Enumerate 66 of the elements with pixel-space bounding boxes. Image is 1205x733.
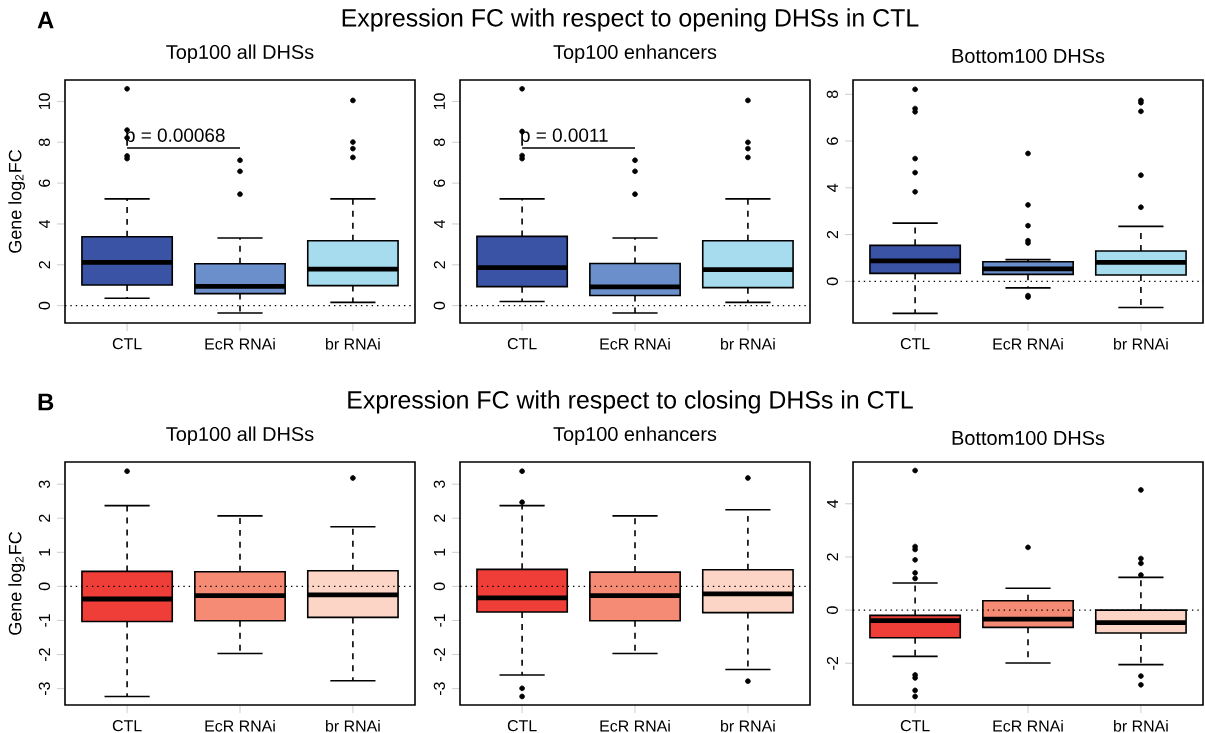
y-tick-label: 0 <box>38 301 50 310</box>
y-tick-label: 4 <box>827 183 838 192</box>
y-tick-label: 0 <box>433 301 445 310</box>
text: A <box>37 11 54 29</box>
x-tick-label: br RNAi <box>1114 337 1168 350</box>
y-tick-label: 10 <box>433 93 445 110</box>
x-tick-label: EcR RNAi <box>993 337 1063 350</box>
y-tick-label: 3 <box>433 480 445 488</box>
chart-title: Top100 enhancers <box>553 426 717 445</box>
y-tick-label: -1 <box>434 614 445 627</box>
y-tick-label: 8 <box>826 90 838 99</box>
x-tick-label: EcR RNAi <box>205 720 275 732</box>
y-tick-label: 2 <box>38 261 50 269</box>
x-tick-label: CTL <box>112 338 142 350</box>
y-tick-label: 6 <box>826 137 838 145</box>
text: Expression FC with respect to opening DHSs in CTL <box>342 8 919 32</box>
y-tick-label: 2 <box>38 514 50 522</box>
y-tick-label: 0 <box>38 582 50 591</box>
y-tick-label: -2 <box>826 656 838 670</box>
y-tick-label: 4 <box>39 219 50 229</box>
annotation: p = 0.0011 <box>521 128 608 146</box>
y-tick-label: 10 <box>38 93 50 110</box>
chart-title: Top100 all DHSs <box>166 44 314 63</box>
y-tick-label: 8 <box>433 138 445 147</box>
x-tick-label: CTL <box>900 720 930 732</box>
y-tick-label: 2 <box>433 261 445 269</box>
x-tick-label: br RNAi <box>326 338 380 350</box>
y-axis-title: Gene log$_{2}$FC <box>8 150 26 253</box>
y-tick-label: 4 <box>434 219 445 229</box>
y-tick-label: 0 <box>826 277 838 286</box>
chart-title: Top100 all DHSs <box>166 426 314 445</box>
x-tick-label: CTL <box>112 720 142 732</box>
x-tick-label: EcR RNAi <box>205 338 275 350</box>
y-tick-label: -2 <box>38 648 50 661</box>
x-tick-label: CTL <box>900 338 930 350</box>
x-tick-label: br RNAi <box>326 720 380 732</box>
x-tick-label: CTL <box>507 338 537 350</box>
chart-title: Top100 enhancers <box>553 44 717 63</box>
x-tick-label: br RNAi <box>721 338 775 350</box>
y-tick-label: -3 <box>38 682 50 696</box>
text: B <box>38 393 54 411</box>
y-tick-label: 2 <box>826 553 838 561</box>
y-tick-label: 3 <box>38 480 50 488</box>
x-tick-label: EcR RNAi <box>993 720 1063 732</box>
y-tick-label: -3 <box>433 682 445 696</box>
text: Expression FC with respect to closing DHSs in CTL <box>348 390 913 414</box>
y-tick-label: 4 <box>827 499 838 508</box>
y-tick-label: 2 <box>826 230 838 239</box>
chart-title: Bottom100 DHSs <box>952 48 1105 63</box>
y-tick-label: 1 <box>434 548 445 556</box>
y-tick-label: 8 <box>38 138 50 147</box>
y-tick-label: 0 <box>826 606 838 614</box>
x-tick-label: br RNAi <box>1114 720 1168 732</box>
y-tick-label: 6 <box>433 179 445 187</box>
x-tick-label: EcR RNAi <box>600 720 670 732</box>
y-tick-label: -2 <box>433 648 445 661</box>
y-tick-label: -1 <box>39 614 50 627</box>
y-tick-label: 6 <box>38 179 50 187</box>
y-tick-label: 2 <box>433 514 445 522</box>
chart-title: Bottom100 DHSs <box>952 430 1105 445</box>
y-axis-title: Gene log$_{2}$FC <box>8 532 26 635</box>
y-tick-label: 0 <box>433 582 445 591</box>
x-tick-label: EcR RNAi <box>600 338 670 350</box>
x-tick-label: CTL <box>507 720 537 732</box>
x-tick-label: br RNAi <box>721 720 775 732</box>
y-tick-label: 1 <box>39 548 50 556</box>
